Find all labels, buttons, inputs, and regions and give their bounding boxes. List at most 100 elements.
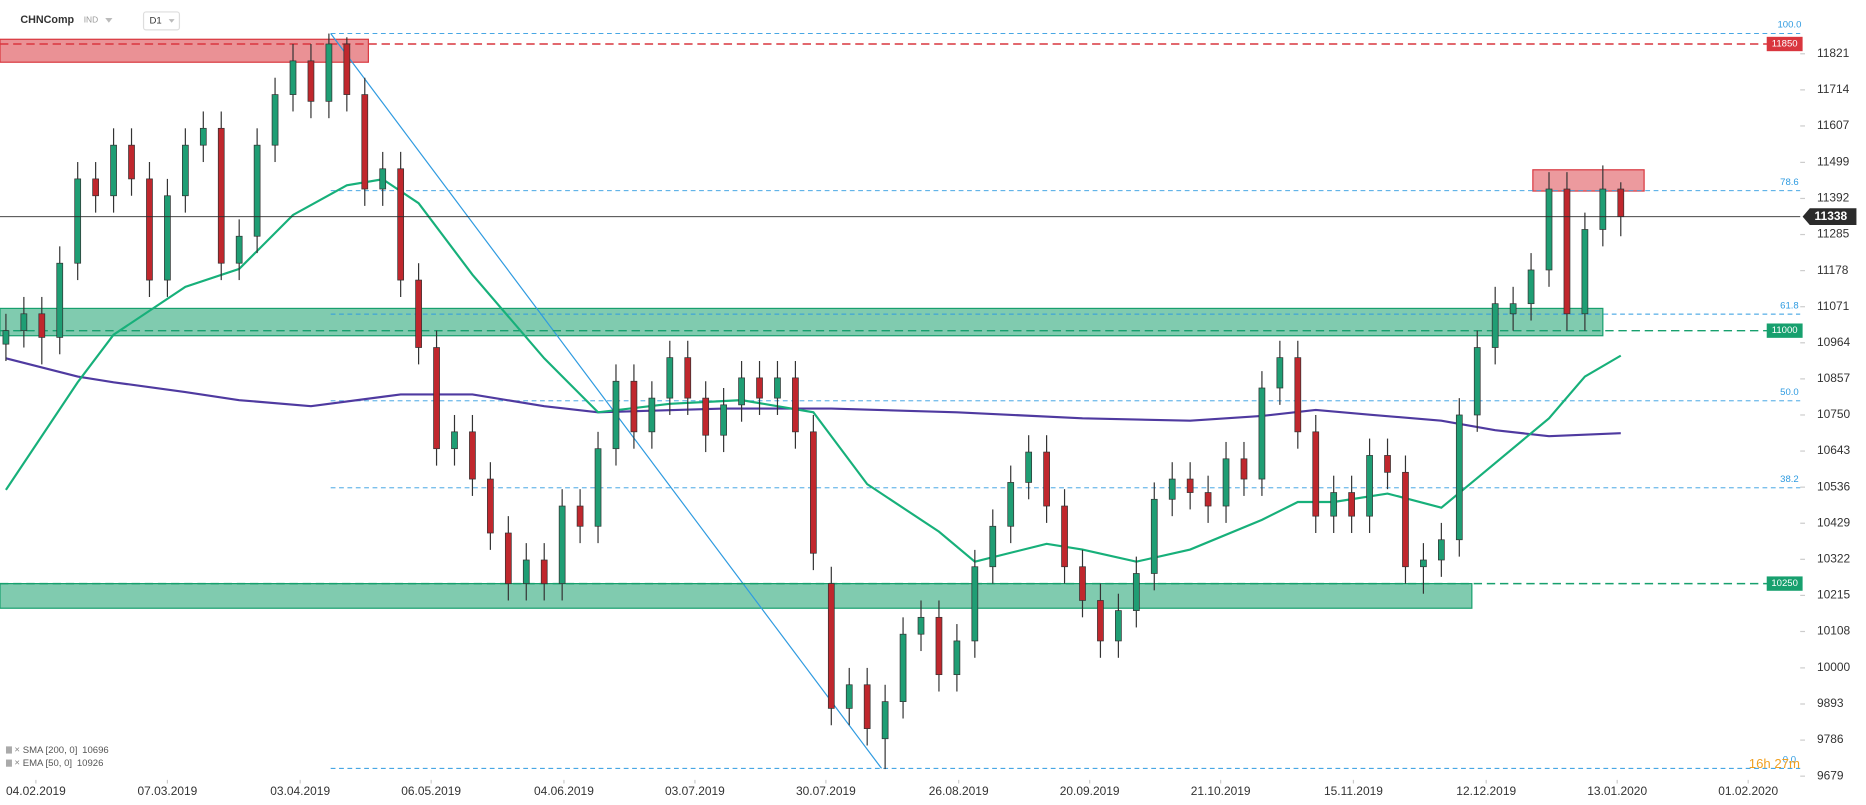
- candle-body: [110, 144, 117, 197]
- y-tick-label: 10429: [1817, 515, 1851, 529]
- candle-body: [792, 377, 799, 433]
- candle-body: [1115, 610, 1122, 642]
- candle-body: [128, 144, 135, 180]
- candle-body: [451, 431, 458, 450]
- dropdown-arrow[interactable]: [105, 17, 113, 23]
- legend-x: ×: [14, 758, 20, 769]
- y-tick-label: 11499: [1817, 155, 1850, 169]
- candle-body: [1312, 431, 1320, 517]
- symbol[interactable]: CHNComp: [20, 14, 74, 26]
- fib-label: 0.0: [1783, 755, 1796, 766]
- candle-body: [756, 377, 763, 399]
- y-tick-label: 10964: [1817, 335, 1851, 349]
- y-tick-label: 11714: [1817, 82, 1850, 96]
- candle-body: [827, 583, 835, 709]
- candle-body: [307, 60, 315, 102]
- candle-body: [146, 178, 153, 281]
- y-tick-label: 10215: [1817, 588, 1851, 602]
- candle-body: [1186, 478, 1194, 493]
- candle-body: [1079, 566, 1086, 601]
- candle-body: [917, 616, 925, 635]
- legend-value: 10926: [77, 758, 104, 769]
- candle-body: [845, 684, 853, 709]
- candle-body: [504, 532, 512, 584]
- candle-body: [1563, 188, 1571, 315]
- y-tick-label: 11071: [1817, 299, 1850, 313]
- candle-body: [1204, 492, 1212, 507]
- level-zone: [0, 38, 369, 63]
- legend-icon: [5, 746, 12, 754]
- candle-body: [253, 144, 261, 237]
- candle-body: [971, 566, 979, 642]
- candle-body: [666, 357, 674, 399]
- legend-value: 10696: [82, 745, 109, 756]
- candle-body: [469, 431, 476, 480]
- y-tick-label: 10857: [1817, 371, 1851, 385]
- x-tick-label: 03.04.2019: [270, 784, 330, 798]
- candle-body: [1276, 357, 1284, 389]
- candle-body: [1473, 347, 1481, 416]
- legend-name: EMA [50, 0]: [23, 758, 72, 769]
- level-tag: [1766, 36, 1803, 52]
- candle-body: [738, 377, 745, 406]
- y-tick-label: 11285: [1817, 227, 1850, 241]
- legend-entry: EMA [50, 0] 10926: [23, 758, 104, 769]
- candle-body: [1222, 458, 1230, 507]
- level-tag-label: 10250: [1771, 578, 1798, 589]
- fib-label: 61.8: [1780, 300, 1799, 311]
- candle-body: [1491, 303, 1499, 348]
- candle-body: [1007, 482, 1015, 527]
- candle-body: [397, 168, 405, 281]
- candle-body: [379, 168, 387, 190]
- level-zone: [0, 583, 1473, 609]
- candle-body: [20, 313, 28, 332]
- candle-body: [1043, 451, 1050, 507]
- candle-body: [487, 478, 494, 534]
- y-tick-label: 9893: [1817, 696, 1844, 710]
- candle-body: [1527, 269, 1535, 305]
- timer: 16h 27m: [1749, 756, 1800, 771]
- y-tick-label: 9786: [1817, 732, 1844, 746]
- candle-body: [1258, 387, 1266, 480]
- x-tick-label: 30.07.2019: [796, 784, 856, 798]
- y-tick-label: 10108: [1817, 624, 1851, 638]
- x-tick-label: 21.10.2019: [1191, 784, 1251, 798]
- x-tick-label: 13.01.2020: [1587, 784, 1647, 798]
- candle-body: [702, 397, 710, 436]
- candle-body: [881, 701, 889, 740]
- interval[interactable]: D1: [150, 15, 162, 26]
- x-tick-label: 06.05.2019: [401, 784, 461, 798]
- candle-body: [612, 380, 620, 450]
- candle-body: [863, 684, 871, 729]
- x-tick-label: 20.09.2019: [1060, 784, 1120, 798]
- candle-body: [92, 178, 99, 197]
- candle-body: [1294, 357, 1302, 433]
- fib-label: 50.0: [1780, 387, 1799, 398]
- candle-body: [1581, 229, 1589, 315]
- y-tick-label: 11607: [1817, 118, 1850, 132]
- candle-body: [433, 347, 440, 450]
- x-tick-label: 15.11.2019: [1324, 784, 1383, 798]
- candle-body: [630, 380, 638, 433]
- candle-body: [325, 43, 333, 102]
- x-tick-label: 04.06.2019: [534, 784, 594, 798]
- candle-body: [2, 330, 10, 345]
- dropdown-arrow[interactable]: [168, 19, 175, 23]
- legend-name: SMA [200, 0]: [23, 745, 78, 756]
- candle-body: [1599, 188, 1607, 230]
- candle-body: [1061, 505, 1068, 568]
- candle-body: [720, 404, 727, 436]
- x-tick-label: 07.03.2019: [137, 784, 197, 798]
- interval-box[interactable]: [142, 11, 181, 31]
- last-price-tag: [1802, 208, 1857, 226]
- candle-body: [774, 377, 781, 399]
- x-tick-label: 01.02.2020: [1718, 784, 1778, 798]
- candle-body: [989, 525, 997, 568]
- candle-body: [235, 235, 243, 264]
- y-tick-label: 10000: [1817, 660, 1851, 674]
- candle-body: [899, 633, 907, 702]
- candle-body: [594, 448, 602, 527]
- candle-body: [1150, 498, 1158, 574]
